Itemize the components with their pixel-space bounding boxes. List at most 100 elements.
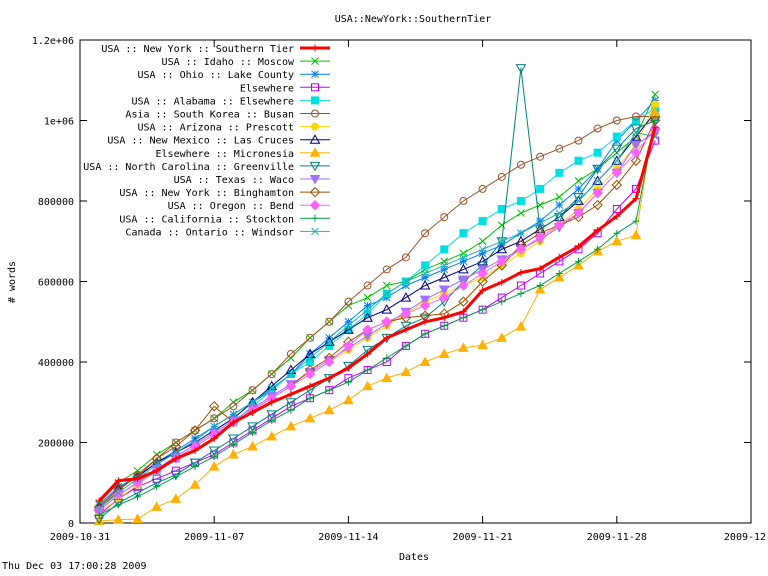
data-point xyxy=(172,455,180,463)
data-point xyxy=(573,211,584,223)
data-point xyxy=(383,334,391,342)
data-point xyxy=(421,273,429,282)
legend-label: USA :: Idaho :: Moscow xyxy=(162,57,295,68)
data-point xyxy=(536,152,545,161)
data-point xyxy=(400,308,412,319)
data-point xyxy=(651,96,659,105)
data-point xyxy=(632,128,640,137)
data-point xyxy=(593,177,602,185)
chart-title: USA::NewYork::SouthernTier xyxy=(335,14,492,25)
data-point xyxy=(534,232,546,243)
data-point xyxy=(458,275,469,286)
data-point xyxy=(440,213,449,222)
data-point xyxy=(306,394,314,402)
data-point xyxy=(555,269,563,277)
data-point xyxy=(478,249,487,258)
series-13 xyxy=(95,117,659,519)
data-point xyxy=(459,253,468,262)
legend-marker xyxy=(311,70,319,79)
data-point xyxy=(611,179,623,191)
data-point xyxy=(247,441,258,451)
timestamp: Thu Dec 03 17:00:28 2009 xyxy=(2,561,147,572)
data-point xyxy=(592,187,603,199)
data-point xyxy=(210,422,219,431)
data-point xyxy=(362,324,373,336)
data-point xyxy=(612,116,621,125)
data-point xyxy=(210,434,218,442)
data-point xyxy=(114,482,123,491)
data-point xyxy=(632,217,640,225)
legend-label: USA :: California :: Stockton xyxy=(119,214,294,225)
data-point xyxy=(651,100,660,109)
y-tick-label: 1.2e+06 xyxy=(32,36,74,47)
series-14 xyxy=(95,128,659,513)
data-point xyxy=(401,253,410,262)
data-point xyxy=(515,64,527,74)
data-point xyxy=(287,406,295,414)
data-point xyxy=(459,229,468,238)
data-point xyxy=(419,356,431,366)
legend-label: Canada :: Ontario :: Windsor xyxy=(125,227,294,238)
data-point xyxy=(248,386,257,395)
data-point xyxy=(421,229,430,238)
data-point xyxy=(191,463,199,471)
data-point xyxy=(191,447,199,455)
data-point xyxy=(612,156,621,165)
data-point xyxy=(555,144,564,153)
data-point xyxy=(285,398,297,408)
y-tick-label: 400000 xyxy=(38,358,74,369)
data-point xyxy=(498,278,506,286)
data-point xyxy=(612,136,621,145)
data-point xyxy=(419,280,431,290)
y-tick-label: 200000 xyxy=(38,439,74,450)
data-point xyxy=(95,505,104,513)
data-point xyxy=(382,293,391,302)
data-point xyxy=(306,354,314,362)
data-point xyxy=(536,217,544,225)
data-point xyxy=(611,144,623,155)
legend-label: USA :: Arizona :: Prescott xyxy=(137,123,294,134)
data-point xyxy=(496,256,507,267)
data-point xyxy=(555,201,564,209)
data-point xyxy=(440,257,449,266)
data-point xyxy=(478,237,487,246)
data-point xyxy=(304,368,316,380)
data-point xyxy=(132,513,143,523)
data-point xyxy=(419,295,431,306)
data-point xyxy=(134,475,142,483)
legend-entry: Asia :: South Korea :: Busan xyxy=(125,109,330,121)
legend-label: USA :: North Carolina :: Greenville xyxy=(83,162,294,173)
legend-marker xyxy=(311,109,319,118)
data-point xyxy=(325,374,333,382)
data-point xyxy=(381,304,393,314)
data-point xyxy=(440,265,449,274)
data-point xyxy=(612,132,621,141)
data-point xyxy=(592,175,603,185)
data-point xyxy=(153,467,161,475)
x-tick-label: 2009-10-31 xyxy=(50,532,110,543)
data-point xyxy=(536,184,545,193)
data-point xyxy=(630,124,642,135)
data-point xyxy=(151,478,163,489)
data-point xyxy=(478,184,487,193)
series-line xyxy=(98,126,657,502)
data-point xyxy=(651,90,659,99)
data-point xyxy=(210,414,219,423)
data-point xyxy=(651,117,659,124)
legend-label: USA :: New York :: Southern Tier xyxy=(101,44,294,55)
data-point xyxy=(364,350,372,358)
legend-marker xyxy=(311,44,319,52)
legend-label: USA :: New York :: Binghamton xyxy=(119,188,294,199)
data-point xyxy=(287,390,295,398)
data-point xyxy=(651,123,659,131)
data-point xyxy=(497,237,506,246)
data-point xyxy=(151,501,163,511)
data-point xyxy=(517,229,525,238)
axes: 0 200000 400000 600000 800000 1e+06 1.2e+06 200… xyxy=(32,36,768,543)
legend-entry: USA :: Ohio :: Lake County xyxy=(137,70,330,81)
data-point xyxy=(440,322,448,330)
series-line xyxy=(98,132,656,510)
data-point xyxy=(267,384,276,393)
data-point xyxy=(419,300,431,311)
legend-marker xyxy=(311,227,319,236)
